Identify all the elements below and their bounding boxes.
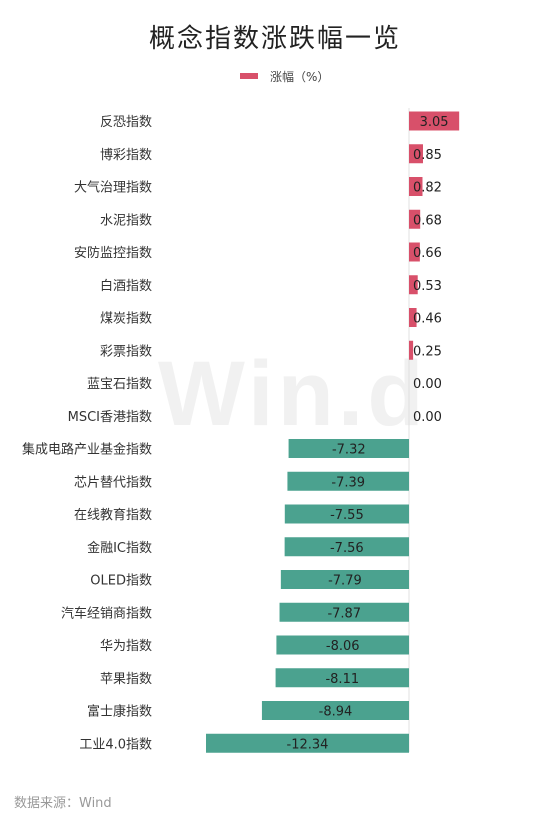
- value-label: -7.39: [331, 475, 365, 490]
- bar: [409, 111, 460, 131]
- bar: [288, 439, 409, 458]
- legend-swatch: [240, 73, 258, 79]
- value-label: 0.00: [413, 377, 442, 392]
- chart-title: 概念指数涨跌幅一览: [148, 24, 401, 54]
- category-label: 华为指数: [100, 639, 152, 654]
- legend-label: 涨幅（%）: [270, 69, 330, 84]
- category-label: 安防监控指数: [74, 245, 152, 261]
- value-label: 0.00: [413, 410, 442, 425]
- category-label: 水泥指数: [100, 213, 152, 228]
- bar: [409, 308, 417, 327]
- bar: [409, 275, 418, 295]
- category-label: 富士康指数: [87, 704, 152, 720]
- value-label: -7.79: [328, 574, 362, 589]
- source-note: 数据来源：Wind: [14, 796, 112, 811]
- category-label: 白酒指数: [100, 278, 152, 294]
- category-label: 汽车经销商指数: [61, 605, 152, 621]
- bar: [276, 635, 409, 655]
- value-label: 0.66: [413, 246, 442, 261]
- value-label: -7.87: [327, 606, 361, 621]
- value-label: -7.32: [332, 443, 366, 458]
- value-label: 0.25: [413, 344, 442, 359]
- category-label: 在线教育指数: [74, 507, 152, 523]
- bar: [409, 144, 423, 164]
- value-label: 0.46: [413, 312, 442, 327]
- category-label: 工业4.0指数: [79, 737, 152, 752]
- category-label: 煤炭指数: [100, 312, 152, 327]
- category-label: 金融IC指数: [87, 540, 152, 556]
- value-label: -8.94: [319, 705, 353, 720]
- value-label: 0.53: [413, 279, 442, 294]
- bar: [279, 602, 409, 622]
- bar: [409, 177, 423, 196]
- value-label: -8.11: [325, 672, 359, 687]
- value-label: -12.34: [287, 737, 329, 752]
- value-label: 0.82: [413, 181, 442, 196]
- category-label: 蓝宝石指数: [87, 377, 152, 392]
- category-label: 芯片替代指数: [74, 475, 152, 490]
- bar: [409, 340, 414, 360]
- value-label: -7.55: [330, 508, 364, 523]
- bar: [409, 242, 420, 262]
- bar: [284, 537, 409, 557]
- value-label: 3.05: [420, 115, 449, 130]
- value-label: -7.56: [330, 541, 364, 556]
- category-label: 大气治理指数: [74, 180, 152, 196]
- bar: [409, 209, 421, 229]
- value-label: 0.85: [413, 148, 442, 163]
- bar: [287, 471, 409, 491]
- watermark: Win.d: [158, 343, 428, 445]
- category-label: OLED指数: [90, 574, 152, 589]
- category-label: 博彩指数: [100, 148, 152, 163]
- category-label: 集成电路产业基金指数: [22, 442, 152, 458]
- bar: [261, 701, 409, 720]
- value-label: 0.68: [413, 213, 442, 228]
- category-label: 苹果指数: [100, 672, 152, 687]
- category-label: 反恐指数: [100, 115, 152, 130]
- bar: [284, 504, 409, 524]
- bar: [280, 570, 409, 589]
- bar: [275, 668, 409, 688]
- legend: 涨幅（%）: [240, 68, 329, 84]
- category-label: MSCI香港指数: [68, 410, 152, 425]
- value-label: -8.06: [326, 639, 360, 654]
- bar: [206, 733, 409, 753]
- category-label: 彩票指数: [100, 344, 152, 359]
